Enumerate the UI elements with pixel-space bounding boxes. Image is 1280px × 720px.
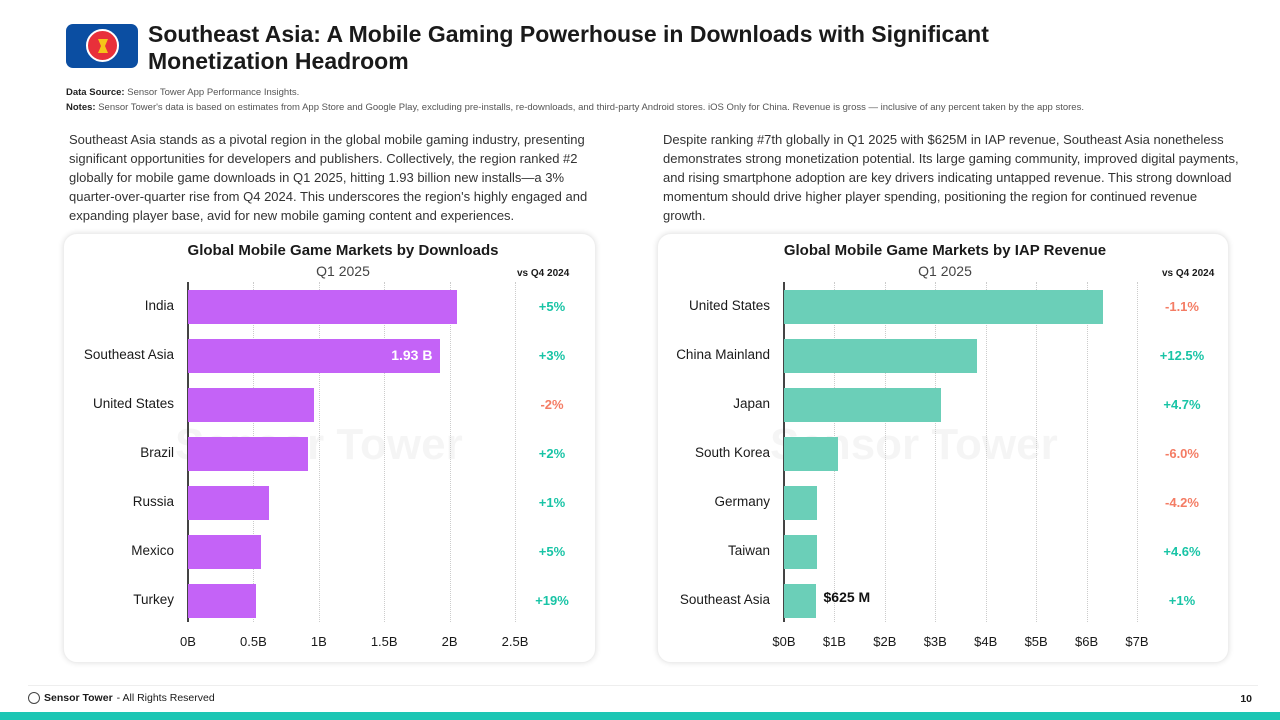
change-value: +5% — [538, 544, 566, 559]
change-value: +12.5% — [1159, 348, 1205, 363]
bar — [188, 535, 262, 569]
footer-divider — [28, 685, 1258, 686]
downloads-paragraph: Southeast Asia stands as a pivotal regio… — [69, 132, 588, 223]
chart-title: Global Mobile Game Markets by IAP Revenu… — [783, 242, 1107, 259]
change-value: +1% — [538, 495, 566, 510]
bar — [188, 437, 309, 471]
x-tick-label: $5B — [1024, 634, 1048, 649]
grid-line — [985, 282, 987, 622]
x-tick-label: $2B — [873, 634, 897, 649]
category-label: Taiwan — [727, 543, 770, 558]
grid-line — [1086, 282, 1088, 622]
category-label: United States — [688, 298, 770, 313]
source-notes: Data Source: Sensor Tower App Performanc… — [66, 85, 1084, 115]
bar — [188, 339, 441, 373]
grid-line — [935, 282, 937, 622]
change-value: +4.6% — [1163, 544, 1201, 559]
category-label: South Korea — [694, 445, 770, 460]
footer-brand: Sensor Tower — [44, 692, 113, 704]
grid-line — [1036, 282, 1038, 622]
bar — [188, 388, 314, 422]
grid-line — [318, 282, 320, 622]
change-value: -2% — [540, 397, 564, 412]
bar-value-label: $625 M — [823, 589, 871, 605]
change-header: vs Q4 2024 — [517, 268, 570, 279]
x-tick-label: $3B — [923, 634, 947, 649]
change-value: +1% — [1168, 593, 1196, 608]
x-tick-label: $1B — [822, 634, 846, 649]
category-label: India — [144, 298, 174, 313]
category-label: United States — [92, 396, 174, 411]
bar — [784, 290, 1104, 324]
footer-text: - All Rights Reserved — [116, 692, 215, 704]
sensor-tower-logo-icon — [28, 692, 40, 704]
y-axis-line — [187, 282, 189, 622]
chart-title: Global Mobile Game Markets by Downloads — [187, 242, 499, 259]
revenue-paragraph: Despite ranking #7th globally in Q1 2025… — [663, 132, 1239, 223]
category-label: Turkey — [133, 592, 174, 607]
change-value: +4.7% — [1163, 397, 1201, 412]
asean-flag-icon — [66, 24, 138, 68]
x-tick-label: 2B — [441, 634, 458, 649]
bar — [784, 486, 817, 520]
category-label: Mexico — [131, 543, 174, 558]
x-tick-label: $6B — [1074, 634, 1099, 649]
x-tick-label: 2.5B — [501, 634, 529, 649]
grid-line — [515, 282, 516, 622]
notes-label: Notes: — [66, 102, 96, 113]
grid-line — [1137, 282, 1138, 622]
x-tick-label: 1B — [310, 634, 327, 649]
x-tick-label: 1.5B — [370, 634, 398, 649]
notes-text: Sensor Tower's data is based on estimate… — [98, 102, 1084, 113]
category-label: Germany — [714, 494, 770, 509]
change-value: +5% — [538, 299, 566, 314]
grid-line — [884, 282, 886, 622]
bar — [784, 437, 838, 471]
chart-subtitle: Q1 2025 — [316, 263, 370, 279]
page-number: 10 — [1240, 693, 1252, 705]
bar-value-label: 1.93 B — [391, 347, 433, 363]
bar — [784, 388, 942, 422]
y-axis-line — [783, 282, 785, 622]
change-value: -4.2% — [1165, 495, 1199, 510]
page-title: Southeast Asia: A Mobile Gaming Powerhou… — [148, 21, 989, 74]
chart-subtitle: Q1 2025 — [918, 263, 972, 279]
x-tick-label: $7B — [1125, 634, 1149, 649]
category-label: Russia — [132, 494, 174, 509]
grid-line — [449, 282, 451, 622]
change-value: +3% — [538, 348, 566, 363]
x-tick-label: $4B — [974, 634, 998, 649]
footer: Sensor Tower - All Rights Reserved — [28, 692, 215, 704]
bar — [188, 486, 270, 520]
x-tick-label: 0B — [180, 634, 196, 649]
category-label: Southeast Asia — [83, 347, 174, 362]
bar — [784, 535, 817, 569]
grid-line — [384, 282, 386, 622]
x-tick-label: 0.5B — [240, 634, 267, 649]
change-value: +19% — [535, 593, 569, 608]
category-label: Southeast Asia — [679, 592, 770, 607]
category-label: Japan — [733, 396, 770, 411]
footer-band — [0, 712, 1280, 720]
source-text: Sensor Tower App Performance Insights. — [127, 87, 300, 98]
bar — [784, 339, 978, 373]
source-label: Data Source: — [66, 87, 125, 98]
bar — [784, 584, 816, 618]
change-header: vs Q4 2024 — [1162, 268, 1215, 279]
category-label: China Mainland — [676, 347, 770, 362]
category-label: Brazil — [140, 445, 174, 460]
x-tick-label: $0B — [772, 634, 796, 649]
bar — [188, 290, 458, 324]
change-value: -6.0% — [1165, 446, 1199, 461]
change-value: +2% — [538, 446, 566, 461]
change-value: -1.1% — [1165, 299, 1199, 314]
bar — [188, 584, 257, 618]
